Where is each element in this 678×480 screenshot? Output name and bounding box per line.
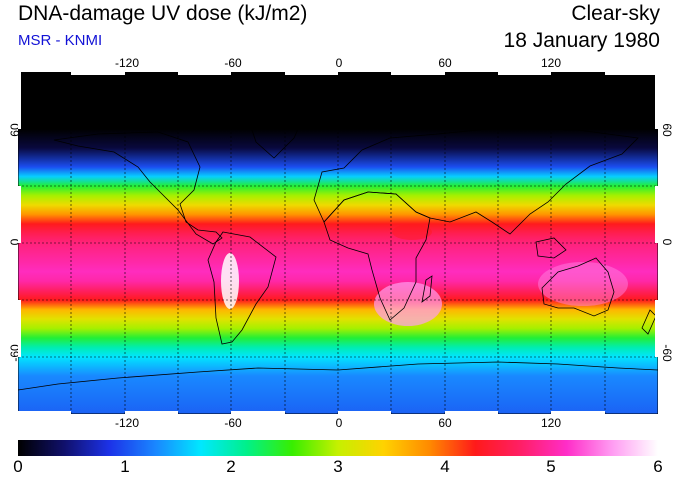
- colorbar-label-2: 2: [226, 457, 236, 476]
- lon-label-bottom-120: 120: [540, 416, 562, 430]
- source-label: MSR - KNMI: [18, 32, 103, 49]
- lon-label-top-m120: -120: [114, 56, 140, 70]
- colorbar-label-3: 3: [333, 457, 343, 476]
- lat-label-right-60: 60: [660, 123, 674, 137]
- sky-condition-label: Clear-sky: [571, 2, 660, 25]
- date-label: 18 January 1980: [503, 29, 660, 52]
- east-africa-dose: [392, 224, 432, 240]
- australia-high-dose: [538, 262, 628, 306]
- colorbar-label-1: 1: [120, 457, 130, 476]
- map-frame: [18, 72, 658, 414]
- australia-coast: [541, 257, 615, 317]
- graticule: [18, 72, 658, 414]
- greenland-coast: [243, 99, 307, 159]
- andes-peak-dose: [221, 253, 239, 309]
- africa-coast: [323, 191, 431, 321]
- lon-label-bottom-60: 60: [438, 416, 452, 430]
- colorbar-label-5: 5: [546, 457, 556, 476]
- lon-label-bottom-m60: -60: [224, 416, 242, 430]
- colorbar-gradient: [18, 440, 658, 456]
- uv-dose-world-map: [18, 72, 658, 414]
- southern-africa-high-dose: [374, 282, 442, 326]
- lat-label-right-m60: -60: [660, 344, 674, 362]
- lat-label-right-0: 0: [660, 238, 674, 246]
- colorbar-label-6: 6: [653, 457, 663, 476]
- frame-tick-segments: [18, 72, 658, 414]
- southeast-asia-islands: [535, 237, 567, 259]
- lon-label-bottom-m120: -120: [114, 416, 140, 430]
- lon-label-top-60: 60: [438, 56, 452, 70]
- new-zealand-coast: [641, 309, 657, 335]
- lon-label-top-0: 0: [335, 56, 343, 70]
- lon-label-top-m60: -60: [224, 56, 242, 70]
- north-america-coast: [53, 131, 223, 245]
- madagascar-coast: [421, 275, 433, 303]
- colorbar: [18, 440, 658, 456]
- lon-label-top-120: 120: [540, 56, 562, 70]
- map-title: DNA-damage UV dose (kJ/m2): [18, 2, 308, 25]
- colorbar-label-4: 4: [440, 457, 450, 476]
- lon-label-bottom-0: 0: [335, 416, 343, 430]
- south-america-coast: [207, 231, 277, 345]
- colorbar-label-0: 0: [13, 457, 23, 476]
